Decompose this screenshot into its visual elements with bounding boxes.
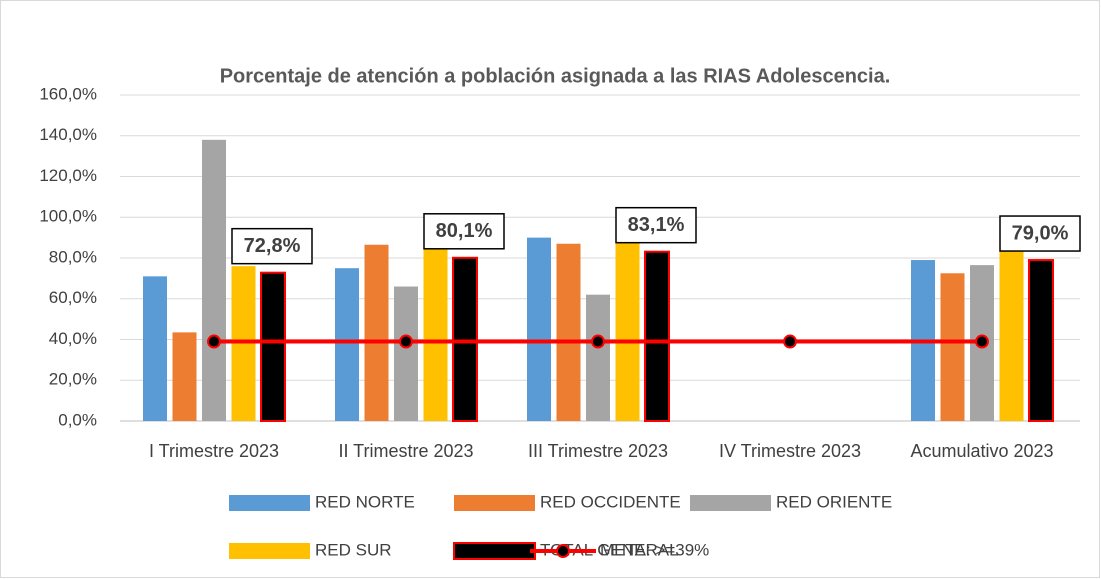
legend-label: TOTAL GENERAL (540, 540, 679, 559)
legend-label: RED ORIENTE (776, 492, 892, 511)
value-label-box (423, 213, 505, 250)
bar (335, 268, 359, 421)
bar (394, 286, 418, 421)
y-tick-label: 140,0% (39, 125, 97, 144)
bar (231, 266, 256, 421)
legend-swatch (690, 495, 771, 511)
meta-marker (783, 334, 797, 349)
bar (556, 243, 581, 421)
y-tick-label: 120,0% (39, 166, 97, 185)
value-label-box (999, 215, 1081, 252)
legend-swatch (229, 495, 310, 511)
bar (452, 256, 478, 423)
bar (260, 271, 286, 423)
legend-label: RED OCCIDENTE (540, 492, 681, 511)
bar (527, 237, 551, 421)
meta-marker (207, 334, 221, 349)
x-tick-label: II Trimestre 2023 (338, 441, 473, 461)
bar (423, 227, 448, 421)
x-tick-label: IV Trimestre 2023 (719, 441, 861, 461)
value-label: 80,1% (436, 220, 493, 242)
legend-label: META: >=39% (600, 540, 709, 559)
y-tick-label: 20,0% (49, 370, 97, 389)
value-label: 83,1% (628, 214, 685, 236)
bar (364, 244, 389, 421)
y-tick-label: 60,0% (49, 288, 97, 307)
legend-marker (556, 544, 570, 558)
y-tick-label: 40,0% (49, 329, 97, 348)
meta-marker (591, 334, 605, 349)
x-tick-label: I Trimestre 2023 (149, 441, 279, 461)
y-tick-label: 0,0% (58, 410, 97, 429)
y-tick-label: 160,0% (39, 84, 97, 103)
bar (999, 239, 1024, 421)
x-tick-label: Acumulativo 2023 (910, 441, 1053, 461)
bar (202, 139, 226, 421)
meta-marker (399, 334, 413, 349)
x-tick-label: III Trimestre 2023 (528, 441, 668, 461)
y-tick-label: 80,0% (49, 247, 97, 266)
value-label: 79,0% (1012, 222, 1069, 244)
value-label: 72,8% (244, 235, 301, 257)
bar (1028, 259, 1054, 422)
bar (143, 276, 167, 421)
legend-swatch (229, 543, 310, 559)
chart-title: Porcentaje de atención a población asign… (220, 65, 891, 87)
bar (615, 225, 640, 421)
legend-label: RED SUR (315, 540, 392, 559)
legend-swatch (453, 542, 536, 560)
bar (940, 273, 965, 421)
y-tick-label: 100,0% (39, 207, 97, 226)
legend-swatch (454, 495, 535, 511)
bar (586, 294, 610, 421)
value-label-box (231, 227, 313, 265)
legend-label: RED NORTE (315, 492, 415, 511)
value-label-box (615, 206, 697, 244)
bar (172, 332, 197, 421)
bar (644, 250, 670, 422)
meta-marker (975, 334, 989, 349)
